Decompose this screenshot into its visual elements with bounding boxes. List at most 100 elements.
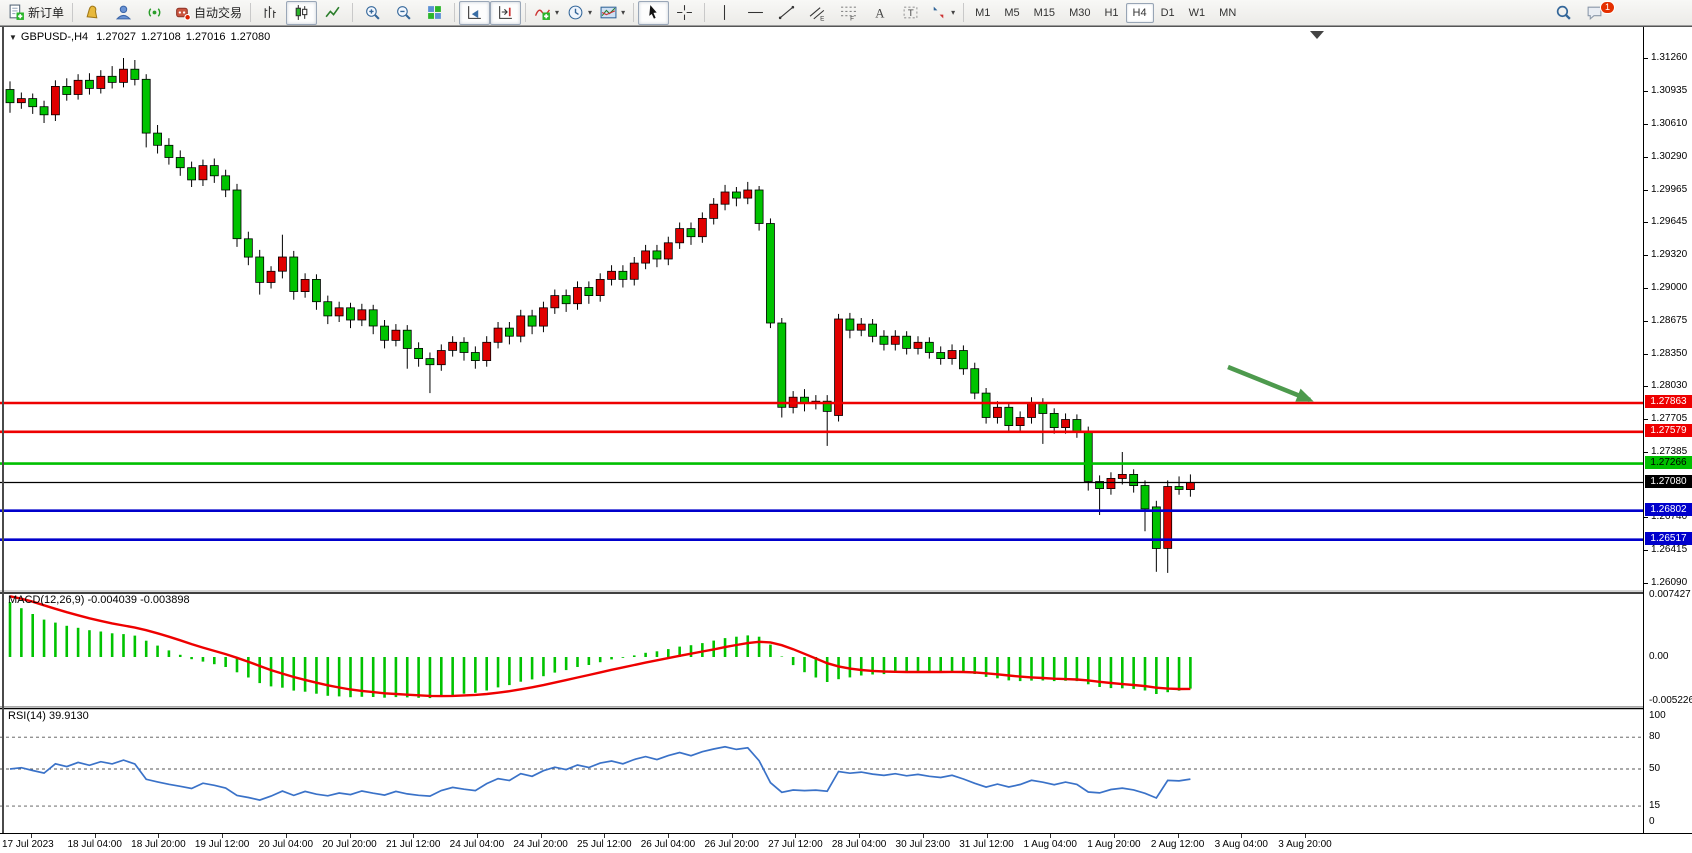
price-tick-label: 1.26090 [1642,577,1688,588]
price-chart[interactable] [0,28,1643,833]
symbol-dropdown-icon[interactable]: ▼ [9,33,17,42]
timeframe-m30-button[interactable]: M30 [1069,6,1091,19]
text-label-button[interactable]: T [895,1,926,25]
trend-line-button[interactable] [771,1,802,25]
price-axis[interactable]: 1.31260 1.30935 1.30610 1.30290 1.29965 1.296… [1642,27,1692,833]
rsi-axis-label: 15 [1649,800,1661,811]
timeframe-m5-button[interactable]: M5 [1004,6,1020,19]
vertical-line-button[interactable] [709,1,740,25]
candlestick-icon [293,4,310,21]
zoom-out-button[interactable] [388,1,419,25]
quote-open: 1.27027 [96,31,136,43]
caret-down-icon: ▾ [621,8,626,17]
level-price-badge: 1.26802 [1645,503,1692,516]
timeframe-m15-button[interactable]: M15 [1033,6,1056,19]
search-button[interactable] [1548,1,1579,25]
macd-axis-label: -0.005226 [1649,695,1692,706]
window-left-border [2,27,4,853]
time-tick-label: 24 Jul 20:00 [513,839,568,850]
crosshair-button[interactable] [669,1,700,25]
time-tick-mark [1177,834,1179,838]
price-tick-label: 1.27385 [1642,446,1688,457]
time-tick-label: 2 Aug 12:00 [1150,839,1205,850]
templates-button[interactable]: ▾ [596,1,629,25]
add-indicator-icon [534,4,551,21]
signal-icon [146,4,163,21]
time-tick-mark [795,834,797,838]
quote-low: 1.27016 [185,31,226,43]
line-chart-mode-button[interactable] [317,1,348,25]
time-tick-mark [604,834,606,838]
time-tick-label: 31 Jul 12:00 [959,839,1014,850]
time-tick-label: 1 Aug 04:00 [1023,839,1077,850]
alerts-button[interactable] [77,1,108,25]
arrows-button[interactable]: ▾ [926,1,959,25]
cursor-button[interactable] [638,0,670,25]
svg-text:F: F [850,15,854,21]
time-tick-mark [1241,834,1243,838]
periods-icon [567,4,584,21]
autotrading-label: 自动交易 [194,6,243,20]
text-icon: A [871,4,888,21]
price-tick-label: 1.26740 [1642,511,1688,522]
bar-chart-mode-button[interactable] [255,1,286,25]
toolbar-separator [704,3,706,22]
autotrading-icon [174,4,191,21]
new-order-label: 新订单 [28,6,65,20]
new-order-button[interactable]: 新订单 [4,1,68,25]
auto-scroll-icon [466,4,483,21]
chart-shift-button[interactable] [490,0,522,25]
time-tick-mark [94,834,96,838]
chart-shift-icon [497,4,514,21]
auto-scroll-button[interactable] [459,0,491,25]
hline-icon [747,4,764,21]
zoom-out-icon [395,4,412,21]
equidistant-channel-button[interactable]: E [802,1,833,25]
macd-axis-label: 0.00 [1649,651,1669,662]
profile-button[interactable] [108,1,139,25]
price-tick-label: 1.26415 [1642,544,1688,555]
caret-down-icon: ▾ [951,8,956,17]
price-tick-label: 1.31260 [1642,52,1688,63]
candlestick-mode-button[interactable] [286,0,318,25]
trendline-icon [778,4,795,21]
time-axis[interactable]: 17 Jul 2023 18 Jul 04:00 18 Jul 20:00 19 Ju… [0,833,1692,853]
timeframe-h1-button[interactable]: H1 [1104,6,1119,19]
bar-chart-icon [262,4,279,21]
fibonacci-button[interactable]: F [833,1,864,25]
timeframe-h4-button[interactable]: H4 [1125,2,1154,23]
current-price-badge: 1.27080 [1645,475,1692,488]
rsi-axis-label: 100 [1649,710,1666,721]
time-tick-mark [922,834,924,838]
timeframe-d1-button[interactable]: D1 [1160,6,1175,19]
line-chart-icon [324,4,341,21]
indicators-button[interactable]: ▾ [530,1,563,25]
tile-windows-button[interactable] [419,1,450,25]
text-button[interactable]: A [864,1,895,25]
crosshair-icon [676,4,693,21]
toolbar-separator [250,3,252,22]
timeframe-w1-button[interactable]: W1 [1188,6,1206,19]
autotrading-button[interactable]: 自动交易 [170,1,246,25]
toolbar-separator [525,3,527,22]
rsi-label: RSI(14) 39.9130 [8,710,89,722]
zoom-in-button[interactable] [357,1,388,25]
timeframe-m1-button[interactable]: M1 [975,6,991,19]
toolbar-separator [963,3,965,22]
time-tick-mark [413,834,415,838]
price-tick-label: 1.30290 [1642,151,1688,162]
periods-button[interactable]: ▾ [563,1,596,25]
time-tick-label: 21 Jul 12:00 [385,839,441,850]
price-tick-label: 1.28350 [1642,348,1688,359]
notifications-button[interactable]: 1 [1579,0,1615,25]
time-tick-label: 20 Jul 04:00 [258,839,314,850]
toolbar-separator [352,3,354,22]
time-tick-mark [986,834,988,838]
signals-button[interactable] [139,1,170,25]
horizontal-line-button[interactable] [740,1,771,25]
price-tick-label: 1.29320 [1642,249,1688,260]
price-tick-label: 1.29000 [1642,282,1688,293]
timeframe-mn-button[interactable]: MN [1219,6,1237,19]
macd-label: MACD(12,26,9) -0.004039 -0.003898 [8,594,190,606]
